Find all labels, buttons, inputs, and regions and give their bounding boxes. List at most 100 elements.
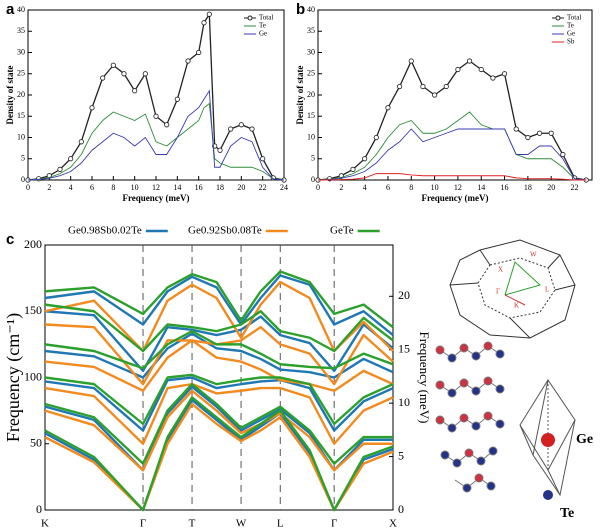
phonon-branch <box>44 329 394 370</box>
phonon-branch <box>44 382 393 465</box>
data-point <box>478 66 484 73</box>
bz-label: K <box>514 302 519 310</box>
legend-label: Total <box>567 14 581 22</box>
brillouin-zone <box>449 239 576 339</box>
y-axis-label: Frequency (cm⁻¹) <box>3 313 24 442</box>
legend-label: Ge <box>259 30 267 38</box>
y-tick-label: 20 <box>307 90 315 99</box>
x-tick-label: K <box>41 518 49 530</box>
data-point <box>560 151 566 158</box>
y2-tick-label: 15 <box>398 341 410 355</box>
x-tick-label: Γ <box>140 518 146 530</box>
x-tick-label: 12 <box>152 183 160 192</box>
data-point <box>78 139 84 145</box>
y-tick-label: 200 <box>24 237 42 251</box>
x-tick-label: 14 <box>173 183 181 192</box>
y-tick-label: 30 <box>17 47 25 56</box>
data-point <box>153 113 159 119</box>
y-tick-label: 35 <box>17 26 25 35</box>
bz-label: Γ <box>496 288 500 296</box>
series-line <box>27 89 285 181</box>
bz-label: X <box>498 266 503 274</box>
data-point <box>362 156 368 162</box>
legend-label: Ge0.92Sb0.08Te <box>188 225 262 237</box>
y-tick-label: 20 <box>17 90 25 99</box>
series-line <box>317 111 587 181</box>
data-point <box>57 166 63 172</box>
phonon-branch <box>44 376 394 432</box>
x-tick-label: 12 <box>454 183 462 192</box>
data-point <box>420 83 426 90</box>
phonon-branch <box>44 332 394 379</box>
y-tick-label: 5 <box>311 154 315 163</box>
x-tick-label: 22 <box>259 183 267 192</box>
series-line <box>27 12 285 181</box>
x-tick-label: 22 <box>571 183 579 192</box>
data-point <box>525 134 531 141</box>
x-tick-label: T <box>189 518 196 530</box>
y-tick-label: 50 <box>30 436 42 450</box>
x-tick-label: 6 <box>386 183 390 192</box>
data-point <box>260 156 266 162</box>
bz-label: W <box>530 251 537 259</box>
y-axis-label: Density of state <box>5 66 15 125</box>
y-tick-label: 10 <box>307 132 315 141</box>
data-point <box>513 126 519 132</box>
panel-label: a <box>6 1 15 18</box>
y-tick-label: 40 <box>307 5 315 14</box>
phonon-branch <box>44 310 394 373</box>
phonon-branch <box>44 270 394 329</box>
data-point <box>548 130 554 136</box>
y-axis-label: Density of state <box>295 66 305 125</box>
data-point <box>397 83 403 90</box>
data-point <box>185 58 191 64</box>
phonon-branch <box>44 373 394 426</box>
y-tick-label: 15 <box>307 111 315 120</box>
data-point <box>121 71 127 77</box>
data-point <box>217 147 223 153</box>
data-point <box>100 75 106 81</box>
y-tick-label: 15 <box>17 111 25 120</box>
x-tick-label: 18 <box>216 183 224 192</box>
x-tick-label: 0 <box>316 183 320 192</box>
legend-label: Total <box>259 14 273 22</box>
y-tick-label: 25 <box>307 69 315 78</box>
x-tick-label: 20 <box>237 183 245 192</box>
y-tick-label: 10 <box>17 132 25 141</box>
unit-cell <box>519 378 576 500</box>
x-tick-label: 8 <box>111 183 115 192</box>
data-point <box>455 66 461 73</box>
phonon-branch <box>44 339 394 392</box>
legend-label: Te <box>567 22 574 30</box>
x-tick-label: 16 <box>501 183 509 192</box>
y-tick-label: 5 <box>21 154 25 163</box>
phonon-branch <box>44 396 394 512</box>
x-tick-label: W <box>236 518 247 530</box>
legend-label: Ge0.98Sb0.02Te <box>68 225 142 237</box>
y-tick-label: 25 <box>17 69 25 78</box>
data-point <box>490 75 496 81</box>
y2-tick-label: 20 <box>398 288 410 302</box>
data-point <box>408 58 414 64</box>
data-point <box>501 71 508 77</box>
x-tick-label: 16 <box>195 183 203 192</box>
data-point <box>373 134 379 141</box>
data-point <box>536 130 543 136</box>
x-tick-label: 14 <box>477 183 485 192</box>
x-tick-label: 20 <box>547 183 555 192</box>
data-point <box>431 92 438 98</box>
data-point <box>443 83 449 90</box>
y-tick-label: 100 <box>24 369 42 383</box>
x-tick-label: L <box>277 518 284 530</box>
data-point <box>132 88 138 94</box>
data-point <box>206 11 212 17</box>
phonon-branch <box>44 303 394 353</box>
phonon-branch <box>44 389 393 472</box>
x-tick-label: 8 <box>409 183 413 192</box>
atom-label: Te <box>560 506 574 521</box>
y-tick-label: 40 <box>17 5 25 14</box>
y2-tick-label: 5 <box>398 448 404 462</box>
x-tick-label: 18 <box>524 183 532 192</box>
data-point <box>249 126 255 132</box>
